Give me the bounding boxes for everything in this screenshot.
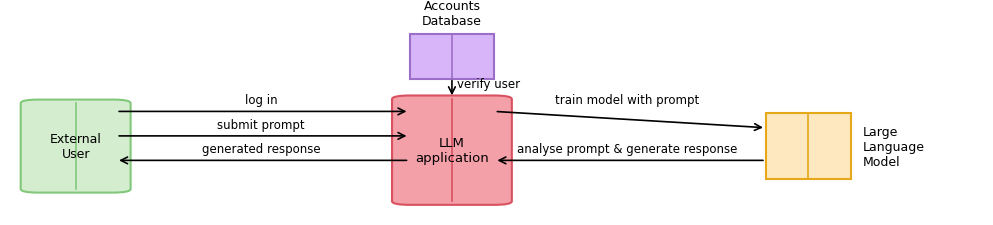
- FancyBboxPatch shape: [21, 100, 131, 193]
- FancyBboxPatch shape: [392, 96, 511, 205]
- Text: Large
Language
Model: Large Language Model: [862, 125, 924, 168]
- Text: log in: log in: [244, 94, 277, 107]
- Bar: [410, 35, 495, 79]
- Text: submit prompt: submit prompt: [217, 118, 305, 131]
- Text: Accounts
Database: Accounts Database: [422, 0, 482, 28]
- Text: verify user: verify user: [457, 78, 520, 91]
- Text: train model with prompt: train model with prompt: [555, 94, 699, 107]
- Bar: [767, 114, 850, 179]
- Text: External
User: External User: [50, 133, 101, 160]
- Text: LLM
application: LLM application: [415, 137, 489, 164]
- Text: generated response: generated response: [202, 143, 320, 155]
- Text: analyse prompt & generate response: analyse prompt & generate response: [517, 143, 738, 155]
